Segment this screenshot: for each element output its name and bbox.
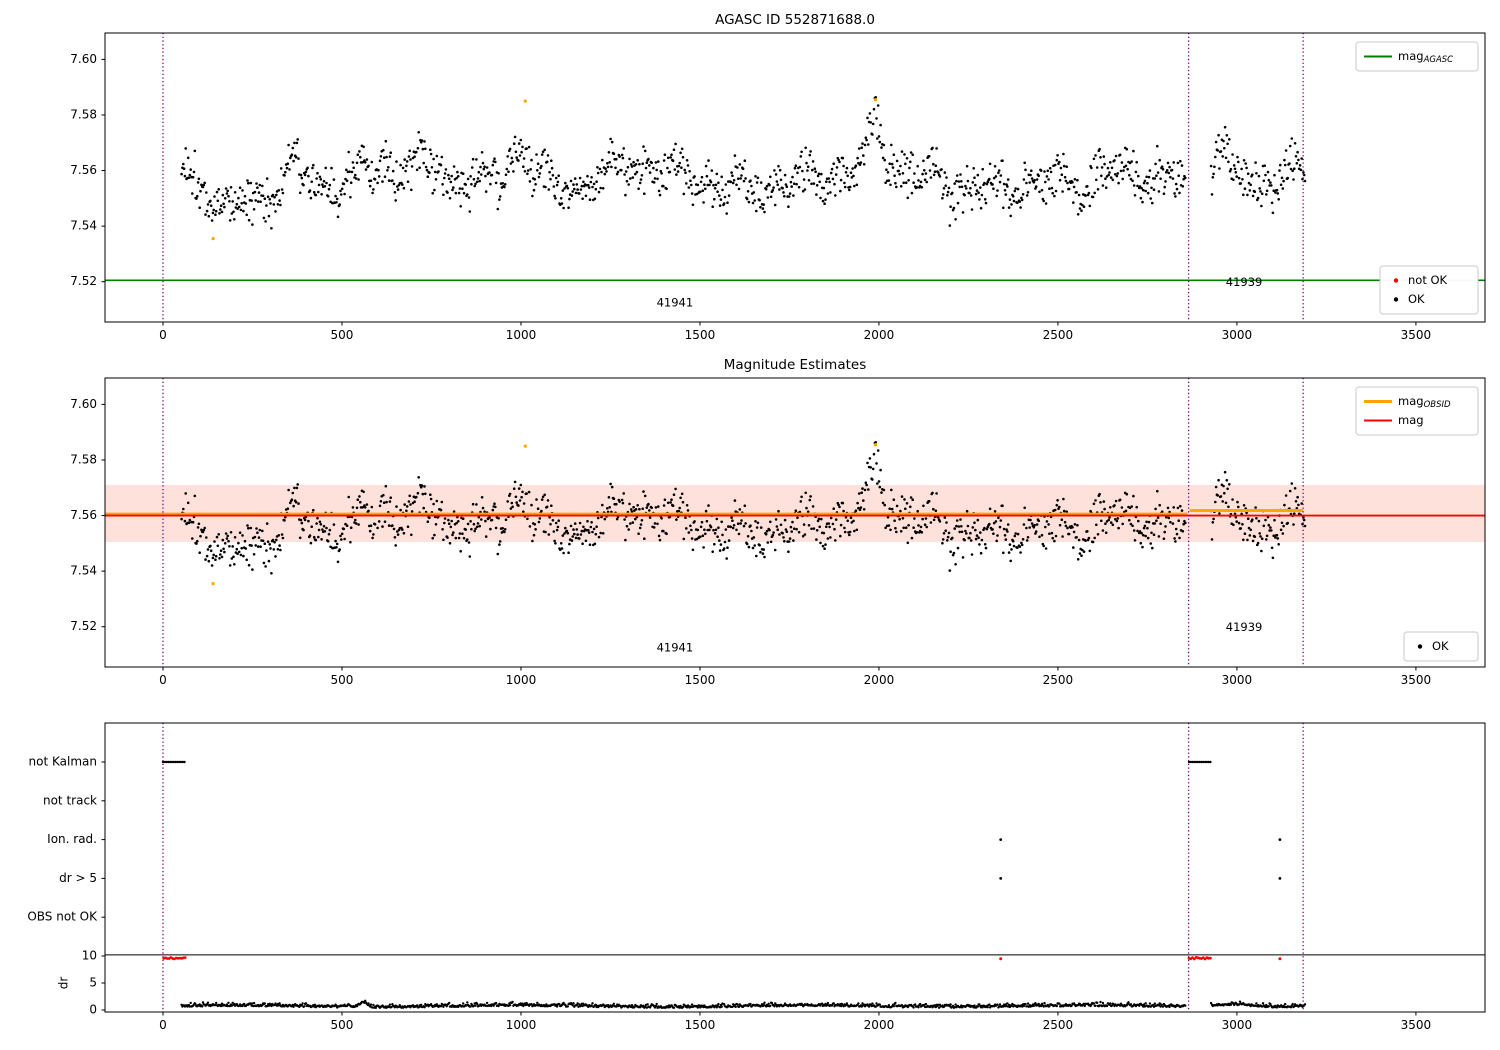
y-tick-label: 7.60 [70,397,97,411]
y-tick-label: 7.58 [70,107,97,121]
legend-label: OK [1432,639,1449,653]
dr-tick-label: 5 [89,976,97,990]
y-tick-label: 7.54 [70,219,97,233]
x-tick-label: 500 [331,1018,354,1032]
axes-frame [104,377,1486,668]
x-tick-label: 1500 [685,673,716,687]
flag-points-not-kalman [161,760,1212,764]
x-tick-label: 3000 [1222,673,1253,687]
x-tick-label: 1500 [685,328,716,342]
axes-frame [104,32,1486,323]
x-tick-label: 500 [331,328,354,342]
flag-category-label: not Kalman [29,755,97,769]
dr-points [180,999,1307,1009]
x-tick-label: 3500 [1401,328,1432,342]
legend-dot-swatch [1393,297,1399,302]
x-tick-label: 1000 [506,328,537,342]
y-tick-label: 7.52 [70,274,97,288]
legend-label: mag [1398,413,1424,427]
flagged-points [211,443,878,586]
plot-title: Magnitude Estimates [724,357,866,373]
y-tick-label: 7.60 [70,52,97,66]
subplot-agasc: 41941 41939 0 500 1000 1500 2000 2500 3000 3500 7.… [70,12,1486,342]
x-tick-label: 3500 [1401,673,1432,687]
dr-axis-label: dr [57,977,71,990]
x-tick-label: 500 [331,673,354,687]
legend-box [1379,265,1479,315]
legend-dot-swatch [1417,644,1423,649]
legend-dot-swatch [1393,278,1399,283]
dr-tick-label: 0 [89,1003,97,1017]
x-tick-label: 2000 [864,673,895,687]
obsid-label: 41941 [657,641,694,655]
y-tick-label: 7.54 [70,564,97,578]
x-tick-label: 2500 [1043,1018,1074,1032]
flagged-points [211,98,878,241]
y-tick-label: 7.56 [70,163,97,177]
ok-points [180,96,1307,230]
x-tick-label: 0 [159,328,167,342]
axes-frame [104,722,1486,1013]
obsid-label: 41941 [657,296,694,310]
x-tick-label: 2500 [1043,673,1074,687]
flag-points-dr-5 [999,877,1282,880]
x-tick-label: 3000 [1222,328,1253,342]
subplot-magnitude-estimates: 41941 41939 0 500 1000 1500 2000 2500 3000 3500 7.… [70,357,1486,687]
y-tick-label: 7.56 [70,508,97,522]
flag-category-label: Ion. rad. [47,832,97,846]
x-tick-label: 2000 [864,328,895,342]
x-tick-label: 3000 [1222,1018,1253,1032]
flag-category-label: not track [43,793,97,807]
plot-title: AGASC ID 552871688.0 [715,12,875,28]
obsid-label: 41939 [1226,620,1263,634]
flag-points-ion-rad- [999,838,1282,841]
dr-not-ok-points [162,956,1282,961]
flag-category-label: OBS not OK [27,910,98,924]
obsid-label: 41939 [1226,275,1263,289]
dr-tick-label: 10 [82,949,97,963]
y-tick-label: 7.58 [70,452,97,466]
x-tick-label: 1000 [506,1018,537,1032]
x-tick-label: 0 [159,1018,167,1032]
legend-label: not OK [1408,273,1448,287]
legend-box [1355,41,1479,72]
legend-box [1355,386,1479,436]
legend-label: OK [1408,292,1425,306]
x-tick-label: 1500 [685,1018,716,1032]
x-tick-label: 3500 [1401,1018,1432,1032]
flag-category-label: dr > 5 [59,871,97,885]
subplot-telemetry-flags: 0 500 1000 1500 2000 2500 3000 3500 not Kalman no… [27,722,1486,1032]
x-tick-label: 1000 [506,673,537,687]
x-tick-label: 2000 [864,1018,895,1032]
x-tick-label: 2500 [1043,328,1074,342]
x-tick-label: 0 [159,673,167,687]
legend-box [1403,631,1479,662]
y-tick-label: 7.52 [70,619,97,633]
